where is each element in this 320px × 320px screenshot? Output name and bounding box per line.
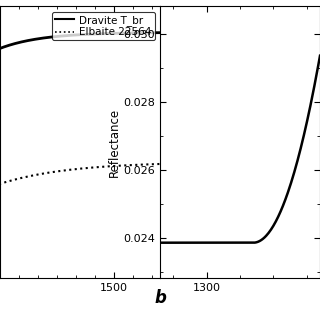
- Legend: Dravite T_br, Elbaite 22564: Dravite T_br, Elbaite 22564: [52, 12, 155, 40]
- Text: b: b: [154, 289, 166, 307]
- Y-axis label: Reflectance: Reflectance: [108, 108, 121, 177]
